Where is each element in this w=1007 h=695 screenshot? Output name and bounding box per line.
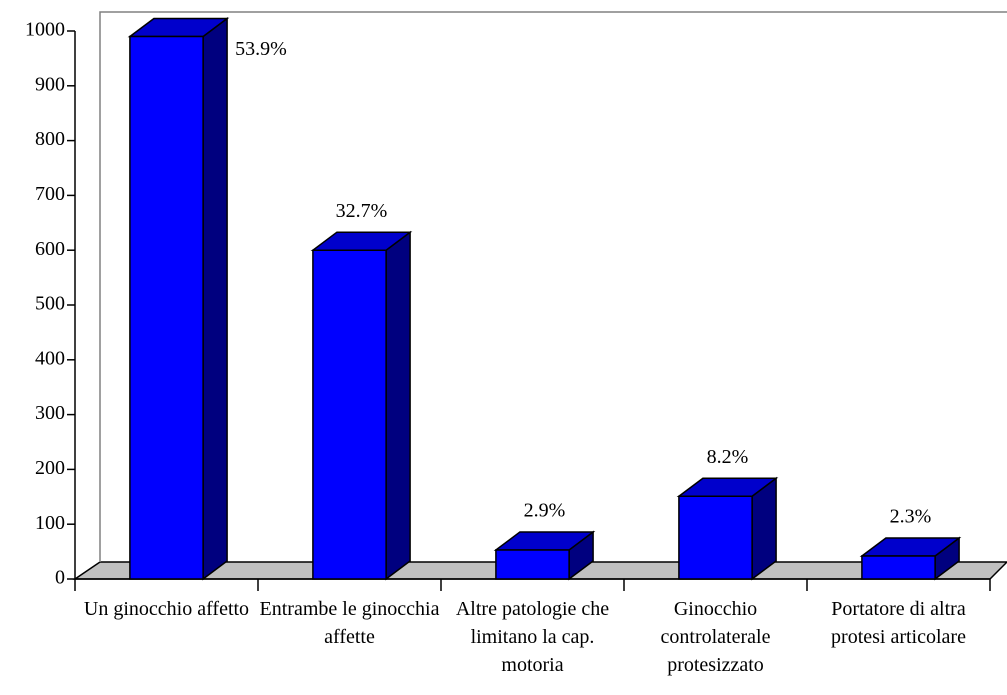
bar-side [385,230,411,581]
x-tick-label: Portatore di altra protesi articolare [831,598,966,648]
y-tick-label: 300 [35,402,65,424]
bar-front [129,35,204,580]
value-label: 8.2% [707,446,749,468]
bar-front [861,555,936,580]
y-tick-label: 400 [35,347,65,369]
y-tick-label: 700 [35,183,65,205]
y-tick-label: 0 [55,567,65,589]
bar [310,230,413,581]
bar-front [678,495,753,580]
back-wall [99,11,1007,562]
bar [493,530,596,581]
value-label: 32.7% [336,200,388,222]
y-tick-label: 600 [35,238,65,260]
y-tick-label: 800 [35,128,65,150]
x-tick-label: Ginocchio controlaterale protesizzato [660,598,771,676]
y-tick-label: 1000 [25,19,65,41]
bar-front [495,549,570,580]
value-label: 2.9% [524,500,566,522]
y-tick-label: 500 [35,293,65,315]
x-tick-label: Altre patologie che limitano la cap. mot… [455,598,610,676]
bar-front [312,249,387,580]
bar [127,16,230,581]
bar [676,476,779,581]
y-tick-label: 900 [35,73,65,95]
x-tick-label: Un ginocchio affetto [83,598,250,620]
value-label: 2.3% [890,506,932,528]
bar-side [202,16,228,581]
value-label: 53.9% [235,38,287,60]
bar [859,536,962,581]
y-tick-label: 100 [35,512,65,534]
y-tick-label: 200 [35,457,65,479]
x-tick-label: Entrambe le ginocchia affette [259,598,440,648]
